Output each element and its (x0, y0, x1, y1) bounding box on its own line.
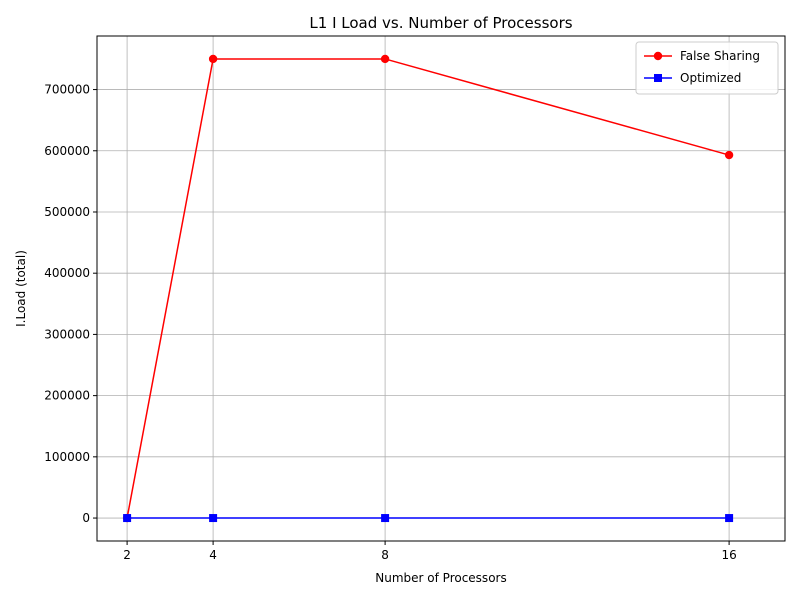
data-point (380, 54, 390, 64)
x-axis-label: Number of Processors (375, 571, 506, 585)
legend-item: Optimized (644, 71, 741, 85)
legend: False Sharing Optimized (635, 41, 779, 95)
data-point (725, 514, 734, 523)
x-tick-label: 4 (209, 548, 217, 562)
x-tick-label: 16 (721, 548, 736, 562)
y-tick-label: 200000 (44, 389, 90, 403)
data-point (123, 514, 132, 523)
y-tick-label: 400000 (44, 266, 90, 280)
y-tick-label: 300000 (44, 327, 90, 341)
legend-label: Optimized (680, 71, 741, 85)
y-tick-label: 0 (82, 511, 90, 525)
legend-marker (654, 74, 662, 82)
x-tick-label: 2 (123, 548, 131, 562)
legend-marker (653, 51, 663, 61)
grid (97, 36, 785, 541)
axis-ticks: 2 4 8 16 0 100000 200000 300000 400000 500000 6000… (44, 83, 737, 562)
legend-box (635, 41, 779, 95)
legend-item: False Sharing (644, 49, 760, 63)
y-tick-label: 700000 (44, 83, 90, 97)
data-point (209, 514, 218, 523)
plot-frame (96, 35, 786, 542)
data-point (381, 514, 390, 523)
y-tick-label: 500000 (44, 205, 90, 219)
series-line (126, 58, 730, 519)
data-point (208, 54, 218, 64)
chart-title: L1 I Load vs. Number of Processors (309, 14, 572, 32)
y-tick-label: 600000 (44, 144, 90, 158)
series-layer (122, 54, 734, 523)
y-axis-label: I.Load (total) (14, 250, 28, 327)
legend-label: False Sharing (680, 49, 760, 63)
x-tick-label: 8 (381, 548, 389, 562)
series-1 (123, 514, 734, 523)
data-point (724, 150, 734, 160)
y-tick-label: 100000 (44, 450, 90, 464)
